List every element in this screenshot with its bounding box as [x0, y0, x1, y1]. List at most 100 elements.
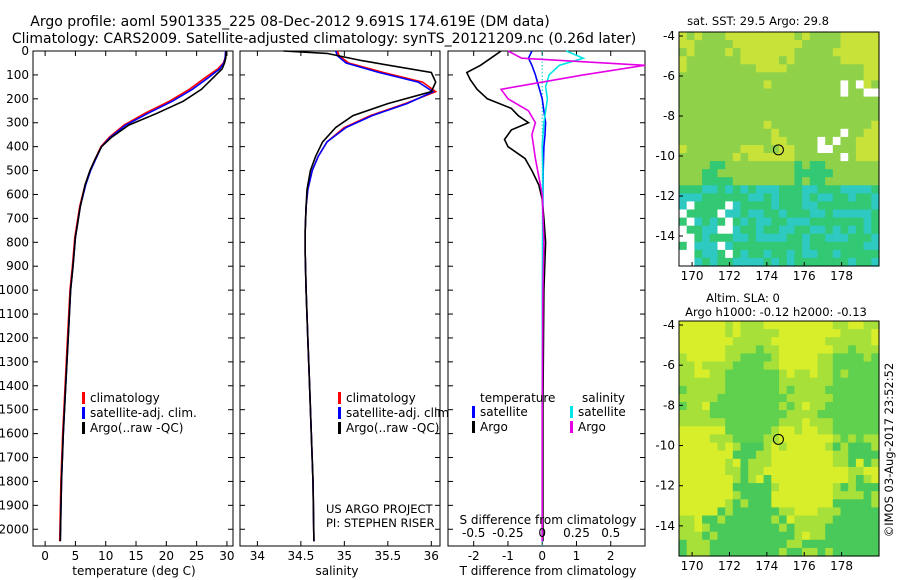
map-cell: [740, 88, 749, 98]
map-cell: [686, 353, 695, 363]
map-cell: [779, 225, 788, 235]
map-cell: [694, 491, 703, 500]
map-cell: [763, 257, 772, 267]
map-cell: [840, 32, 849, 41]
x-tick-label: 174: [755, 269, 778, 283]
map-cell: [771, 120, 780, 130]
map-cell: [871, 96, 880, 106]
map-cell: [863, 499, 872, 508]
map-cell: [802, 337, 811, 346]
map-cell: [848, 88, 857, 98]
map-cell: [771, 393, 780, 403]
map-cell: [686, 442, 695, 452]
map-cell: [694, 393, 703, 403]
map-cell: [709, 80, 719, 90]
map-cell: [679, 466, 688, 476]
map-cell: [717, 353, 726, 363]
map-cell: [786, 345, 795, 354]
map-cell: [817, 40, 826, 49]
map-cell: [855, 257, 865, 267]
map-cell: [717, 418, 726, 427]
map-cell: [855, 345, 865, 354]
map-cell: [717, 377, 726, 387]
map-cell: [840, 249, 849, 259]
map-cell: [717, 153, 726, 162]
map-cell: [717, 193, 726, 203]
map-cell: [794, 507, 803, 517]
map-cell: [763, 458, 772, 468]
map-cell: [717, 475, 726, 484]
map-cell: [786, 475, 795, 484]
map-cell: [732, 531, 742, 541]
map-cell: [709, 88, 719, 98]
map-cell: [794, 377, 803, 387]
map-cell: [679, 353, 688, 363]
map-cell: [679, 177, 688, 186]
map-cell: [725, 56, 734, 65]
y-tick-label: 800: [6, 235, 29, 249]
map-cell: [786, 225, 795, 235]
map-cell: [817, 426, 826, 435]
map-cell: [740, 209, 749, 219]
map-cell: [871, 531, 880, 541]
map-cell: [686, 321, 695, 330]
map-cell: [832, 217, 842, 227]
legend-swatch: [338, 422, 341, 434]
map-cell: [786, 450, 795, 460]
map-cell: [871, 217, 880, 227]
map-cell: [809, 48, 819, 57]
map-cell: [755, 193, 765, 203]
map-cell: [679, 56, 688, 65]
map-cell: [840, 233, 849, 243]
map-cell: [779, 410, 788, 419]
map-cell: [686, 329, 695, 338]
map-cell: [871, 32, 880, 41]
map-cell: [763, 169, 772, 178]
map-cell: [694, 177, 703, 186]
map-cell: [679, 120, 688, 130]
map-cell: [702, 539, 711, 549]
map-cell: [825, 458, 834, 468]
map-cell: [840, 442, 849, 452]
map-cell: [694, 32, 703, 41]
temperature-axis-label: temperature (deg C): [72, 564, 195, 578]
map-cell: [825, 361, 834, 371]
map-cell: [848, 402, 857, 411]
map-frame: [678, 31, 880, 267]
map-cell: [709, 193, 719, 203]
map-cell: [709, 201, 719, 211]
map-cell: [794, 120, 803, 130]
map-cell: [832, 136, 842, 146]
map-cell: [840, 217, 849, 227]
map-cell: [809, 329, 819, 338]
map-cell: [802, 321, 811, 330]
map-cell: [755, 410, 765, 419]
map-cell: [771, 523, 780, 533]
map-cell: [840, 72, 849, 81]
map-cell: [717, 257, 726, 267]
map-cell: [863, 185, 872, 194]
y-tick-label: -8: [663, 398, 675, 412]
map-cell: [686, 547, 695, 557]
map-cell: [679, 153, 688, 162]
legend-entry: climatology: [346, 391, 416, 405]
map-cell: [771, 249, 780, 259]
y-tick-label: 1800: [0, 474, 29, 488]
map-cell: [794, 426, 803, 435]
map-cell: [871, 72, 880, 81]
map-cell: [817, 410, 826, 419]
map-cell: [709, 120, 719, 130]
map-cell: [748, 257, 757, 267]
map-cell: [740, 426, 749, 435]
map-cell: [771, 515, 780, 525]
map-cell: [763, 523, 772, 533]
map-cell: [794, 547, 803, 557]
legend-swatch: [570, 421, 573, 433]
map-cell: [832, 257, 842, 267]
y-tick-label: -4: [663, 29, 675, 43]
map-cell: [709, 136, 719, 146]
map-cell: [694, 475, 703, 484]
map-cell: [748, 120, 757, 130]
map-cell: [802, 80, 811, 90]
map-cell: [786, 128, 795, 138]
